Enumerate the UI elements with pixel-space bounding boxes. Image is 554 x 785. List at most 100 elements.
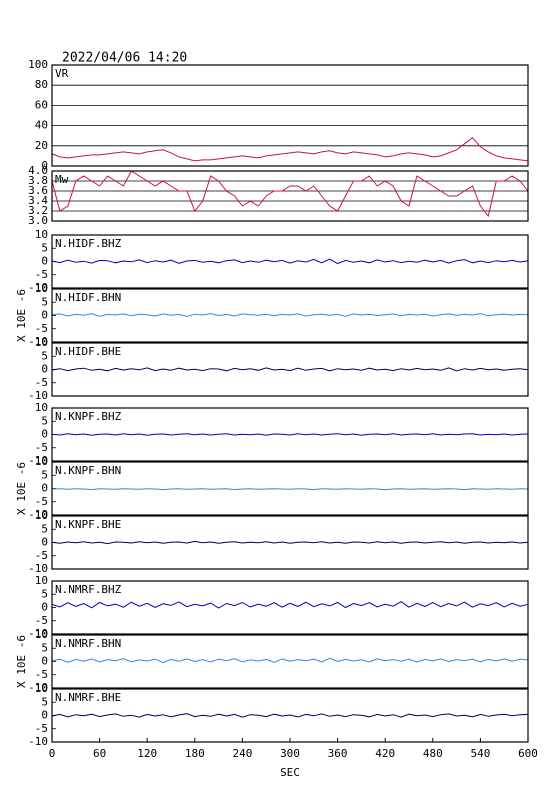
y-tick-label: 3.8 bbox=[28, 174, 48, 187]
y-tick-label: -10 bbox=[28, 508, 48, 521]
panel-label: N.NMRF.BHE bbox=[55, 691, 121, 704]
x-tick-label: 180 bbox=[185, 747, 205, 760]
y-tick-label: 4.0 bbox=[28, 164, 48, 177]
y-tick-label: 3.4 bbox=[28, 194, 48, 207]
y-tick-label: 10 bbox=[35, 401, 48, 414]
x-tick-label: 60 bbox=[93, 747, 106, 760]
y-tick-label: 0 bbox=[41, 428, 48, 441]
panel-label: N.HIDF.BHE bbox=[55, 345, 121, 358]
y-tick-label: 0 bbox=[41, 159, 48, 172]
y-tick-label: 0 bbox=[41, 536, 48, 549]
y-tick-label: 5 bbox=[41, 587, 48, 600]
panel-frame bbox=[51, 288, 529, 343]
y-tick-label: 10 bbox=[35, 228, 48, 241]
y-tick-label: 5 bbox=[41, 414, 48, 427]
series-line bbox=[51, 488, 529, 491]
y-tick-label: 0 bbox=[41, 601, 48, 614]
x-tick-label: 540 bbox=[470, 747, 490, 760]
panel-frame bbox=[51, 407, 529, 462]
y-tick-label: -10 bbox=[28, 454, 48, 467]
y-tick-label: 5 bbox=[41, 522, 48, 535]
x-tick-label: 420 bbox=[375, 747, 395, 760]
y-tick-label: 10 bbox=[35, 455, 48, 468]
x-tick-label: 360 bbox=[328, 747, 348, 760]
y-tick-label: -10 bbox=[28, 627, 48, 640]
y-tick-label: 80 bbox=[35, 78, 48, 91]
y-tick-label: -10 bbox=[28, 562, 48, 575]
panel-frame bbox=[51, 515, 529, 570]
x-tick-label: 0 bbox=[49, 747, 56, 760]
y-tick-label: -5 bbox=[35, 322, 48, 335]
y-axis-label: X 10E -6 bbox=[15, 462, 28, 515]
panel-frame bbox=[51, 234, 529, 289]
y-tick-label: -10 bbox=[28, 735, 48, 748]
y-tick-label: 10 bbox=[35, 628, 48, 641]
y-tick-label: 20 bbox=[35, 139, 48, 152]
panel-label: Mw bbox=[55, 173, 69, 186]
panel-label: N.NMRF.BHN bbox=[55, 637, 121, 650]
y-tick-label: 0 bbox=[41, 482, 48, 495]
y-tick-label: 10 bbox=[35, 682, 48, 695]
y-axis-label: X 10E -6 bbox=[15, 635, 28, 688]
y-tick-label: 5 bbox=[41, 241, 48, 254]
y-tick-label: 3.6 bbox=[28, 184, 48, 197]
series-line bbox=[51, 540, 529, 545]
series-line bbox=[51, 657, 529, 664]
y-tick-label: 0 bbox=[41, 363, 48, 376]
y-tick-label: -5 bbox=[35, 549, 48, 562]
y-tick-label: 0 bbox=[41, 655, 48, 668]
y-tick-label: 0 bbox=[41, 255, 48, 268]
series-line bbox=[51, 170, 529, 218]
y-tick-label: -10 bbox=[28, 681, 48, 694]
y-tick-label: 5 bbox=[41, 349, 48, 362]
panel-label: VR bbox=[55, 67, 69, 80]
y-tick-label: 10 bbox=[35, 509, 48, 522]
y-tick-label: -5 bbox=[35, 268, 48, 281]
y-tick-label: -10 bbox=[28, 335, 48, 348]
y-tick-label: 5 bbox=[41, 695, 48, 708]
y-tick-label: 0 bbox=[41, 709, 48, 722]
y-tick-label: -5 bbox=[35, 441, 48, 454]
y-tick-label: 10 bbox=[35, 282, 48, 295]
series-line bbox=[51, 433, 529, 436]
y-tick-label: 5 bbox=[41, 641, 48, 654]
y-tick-label: -5 bbox=[35, 614, 48, 627]
series-line bbox=[51, 137, 529, 162]
x-tick-label: 600 bbox=[518, 747, 538, 760]
x-tick-label: 120 bbox=[137, 747, 157, 760]
y-tick-label: -5 bbox=[35, 668, 48, 681]
y-tick-label: 40 bbox=[35, 119, 48, 132]
panel-frame bbox=[51, 634, 529, 689]
panel-label: N.KNPF.BHE bbox=[55, 518, 121, 531]
chart-title: 2022/04/06 14:20 bbox=[62, 51, 187, 66]
x-axis-label: SEC bbox=[280, 766, 300, 779]
panel-label: N.KNPF.BHZ bbox=[55, 410, 122, 423]
y-tick-label: 10 bbox=[35, 336, 48, 349]
panel-frame bbox=[51, 170, 529, 222]
panel-frame bbox=[51, 342, 529, 397]
series-line bbox=[51, 713, 529, 718]
panel-label: N.NMRF.BHZ bbox=[55, 583, 122, 596]
panel-label: N.KNPF.BHN bbox=[55, 464, 121, 477]
y-tick-label: -5 bbox=[35, 495, 48, 508]
y-tick-label: 3.0 bbox=[28, 214, 48, 227]
y-tick-label: 5 bbox=[41, 468, 48, 481]
series-line bbox=[51, 313, 529, 317]
y-tick-label: -5 bbox=[35, 376, 48, 389]
y-tick-label: -10 bbox=[28, 389, 48, 402]
y-tick-label: 3.2 bbox=[28, 204, 48, 217]
x-tick-label: 300 bbox=[280, 747, 300, 760]
panel-frame bbox=[51, 461, 529, 516]
panel-frame bbox=[51, 580, 529, 635]
y-tick-label: 0 bbox=[41, 309, 48, 322]
y-tick-label: 5 bbox=[41, 295, 48, 308]
y-tick-label: 100 bbox=[28, 58, 48, 71]
panel-frame bbox=[51, 64, 529, 167]
series-line bbox=[51, 601, 529, 609]
series-line bbox=[51, 367, 529, 372]
x-tick-label: 240 bbox=[232, 747, 252, 760]
panel-label: N.HIDF.BHZ bbox=[55, 237, 122, 250]
x-tick-label: 480 bbox=[423, 747, 443, 760]
y-tick-label: -5 bbox=[35, 722, 48, 735]
